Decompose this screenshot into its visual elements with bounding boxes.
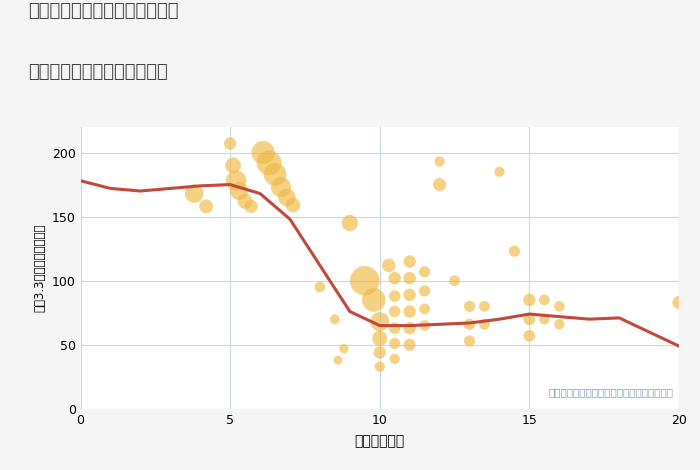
Point [464,321,475,328]
Point [404,341,415,349]
Point [554,321,565,328]
Point [374,349,385,356]
Point [225,140,236,147]
Point [449,277,460,284]
Point [230,177,241,185]
Y-axis label: 坪（3.3㎡）単価（万円）: 坪（3.3㎡）単価（万円） [33,224,46,312]
Point [275,183,286,191]
Point [314,283,326,291]
Point [374,318,385,326]
Point [673,299,685,306]
Point [389,340,400,347]
Point [464,303,475,310]
Point [246,203,257,210]
Point [389,308,400,315]
Text: 円の大きさは、取引のあった物件面積を示す: 円の大きさは、取引のあった物件面積を示す [548,388,673,398]
Point [234,187,245,195]
Point [404,308,415,315]
Point [344,219,356,227]
Point [479,303,490,310]
Point [554,303,565,310]
Point [201,203,212,210]
Point [329,315,340,323]
Text: 駅距離別中古マンション価格: 駅距離別中古マンション価格 [28,63,168,81]
Point [332,356,344,364]
Point [524,332,535,340]
Point [404,274,415,282]
Point [494,168,505,175]
Point [419,322,430,329]
Point [539,315,550,323]
Point [434,181,445,188]
Point [404,291,415,298]
Point [188,190,199,197]
Point [368,296,379,304]
Point [524,296,535,304]
Point [419,305,430,313]
Point [239,197,251,205]
Point [404,324,415,332]
Point [539,296,550,304]
Point [258,149,269,157]
Point [228,162,239,169]
Point [270,171,281,178]
Point [338,345,349,352]
Point [281,194,293,201]
Point [374,335,385,342]
X-axis label: 駅距離（分）: 駅距離（分） [355,434,405,448]
Point [419,287,430,295]
Point [389,324,400,332]
Point [509,248,520,255]
Point [404,258,415,265]
Text: 神奈川県横浜市緑区長津田町の: 神奈川県横浜市緑区長津田町の [28,2,178,20]
Point [389,292,400,300]
Point [389,274,400,282]
Point [479,321,490,328]
Point [288,201,299,209]
Point [359,277,370,284]
Point [389,355,400,363]
Point [374,363,385,370]
Point [524,315,535,323]
Point [419,268,430,275]
Point [263,159,274,166]
Point [464,337,475,345]
Point [383,262,394,269]
Point [434,158,445,165]
